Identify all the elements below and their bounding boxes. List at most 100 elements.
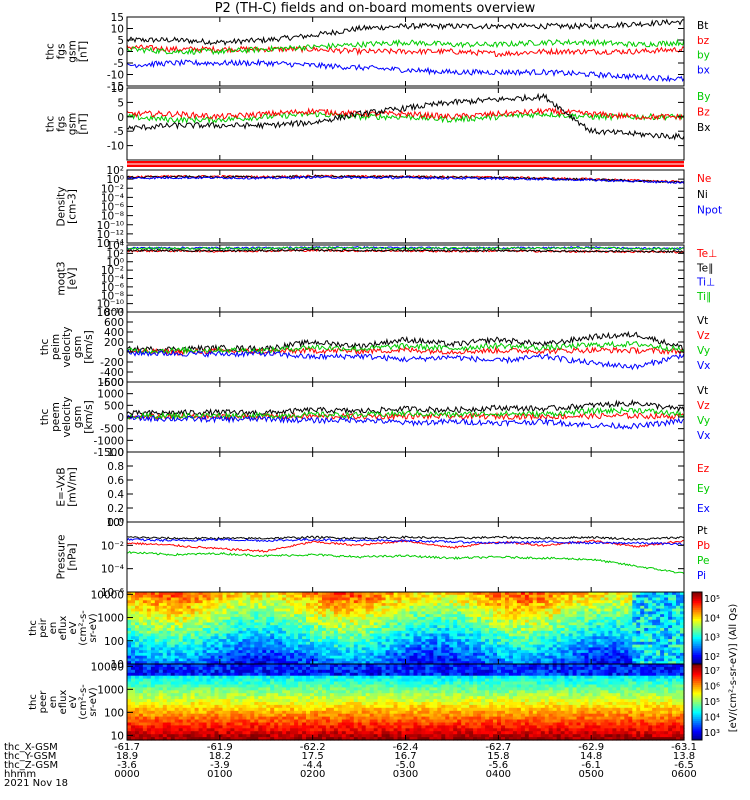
spectrogram-cell: [453, 616, 458, 621]
spectrogram-cell: [127, 702, 132, 706]
spectrogram-cell: [194, 650, 200, 654]
spectrogram-cell: [425, 600, 430, 604]
y-tick-label: 10⁻¹⁴: [97, 238, 124, 250]
spectrogram-cell: [174, 639, 180, 643]
spectrogram-cell: [127, 669, 132, 674]
spectrogram-cell: [202, 678, 208, 683]
spectrogram-cell: [405, 636, 411, 640]
spectrogram-cell: [433, 592, 438, 596]
spectrogram-cell: [174, 678, 180, 683]
spectrogram-cell: [230, 716, 235, 721]
spectrogram-cell: [254, 655, 259, 660]
spectrogram-cell: [158, 734, 164, 738]
spectrogram-cell: [417, 644, 422, 648]
spectrogram-cell: [150, 702, 156, 706]
colorbar-tick-label: 10³: [704, 633, 720, 644]
spectrogram-cell: [226, 702, 232, 706]
spectrogram-cell: [548, 650, 554, 654]
spectrogram-cell: [162, 633, 168, 637]
spectrogram-cell: [170, 734, 176, 738]
spectrogram-cell: [349, 592, 355, 596]
spectrogram-cell: [286, 630, 291, 635]
spectrogram-cell: [473, 616, 478, 621]
spectrogram-cell: [258, 597, 263, 601]
spectrogram-cell: [190, 693, 196, 697]
spectrogram-cell: [377, 616, 383, 621]
spectrogram-cell: [166, 707, 172, 712]
spectrogram-cell: [672, 652, 677, 657]
spectrogram-cell: [361, 600, 367, 604]
spectrogram-cell: [505, 639, 510, 643]
spectrogram-cell: [552, 600, 558, 604]
spectrogram-cell: [166, 655, 172, 660]
spectrogram-cell: [608, 608, 613, 612]
colorbar-cell: [692, 637, 702, 640]
spectrogram-cell: [632, 650, 637, 654]
spectrogram-cell: [672, 614, 677, 618]
spectrogram-cell: [676, 641, 681, 646]
spectrogram-cell: [146, 666, 152, 671]
spectrogram-cell: [294, 605, 299, 610]
spectrogram-cell: [465, 622, 470, 626]
spectrogram-cell: [254, 630, 259, 635]
spectrogram-cell: [337, 611, 343, 615]
spectrogram-cell: [154, 696, 160, 700]
spectrogram-cell: [572, 605, 578, 610]
spectrogram-cell: [644, 652, 649, 657]
colorbar-cell: [692, 646, 702, 649]
spectrogram-cell: [190, 608, 196, 612]
spectrogram-cell: [202, 722, 208, 726]
spectrogram-cell: [302, 614, 307, 618]
spectrogram-cell: [652, 636, 657, 640]
spectrogram-cell: [206, 675, 212, 680]
spectrogram-cell: [528, 644, 534, 648]
spectrogram-cell: [150, 725, 156, 729]
spectrogram-cell: [532, 661, 538, 665]
spectrogram-cell: [214, 699, 220, 703]
y-tick-label: -600: [100, 377, 124, 389]
spectrogram-cell: [465, 625, 470, 629]
spectrogram-cell: [437, 622, 442, 626]
spectrogram-cell: [465, 650, 470, 654]
spectrogram-cell: [584, 608, 590, 612]
spectrogram-cell: [278, 661, 283, 665]
spectrogram-cell: [226, 687, 232, 691]
spectrogram-cell: [194, 611, 200, 615]
spectrogram-cell: [186, 684, 192, 688]
spectrogram-cell: [138, 690, 144, 694]
spectrogram-cell: [174, 693, 180, 697]
spectrogram-cell: [258, 675, 263, 680]
spectrogram-cell: [397, 661, 403, 665]
spectrogram-cell: [672, 600, 677, 604]
spectrogram-cell: [266, 658, 271, 662]
spectrogram-cell: [441, 628, 446, 632]
spectrogram-cell: [453, 639, 458, 643]
spectrogram-cell: [325, 652, 331, 657]
spectrogram-cell: [477, 641, 482, 646]
spectrogram-cell: [282, 639, 287, 643]
legend-Ex: Ex: [697, 503, 710, 515]
spectrogram-cell: [676, 644, 681, 648]
spectrogram-cell: [242, 699, 247, 703]
spectrogram-cell: [345, 661, 351, 665]
spectrogram-cell: [401, 636, 407, 640]
spectrogram-cell: [242, 605, 247, 610]
spectrogram-cell: [373, 647, 379, 651]
spectrogram-cell: [497, 619, 502, 624]
spectrogram-cell: [286, 652, 291, 657]
spectrogram-cell: [540, 650, 546, 654]
spectrogram-cell: [608, 592, 613, 596]
spectrogram-cell: [329, 614, 335, 618]
spectrogram-cell: [449, 611, 454, 615]
spectrogram-cell: [536, 592, 542, 596]
spectrogram-cell: [206, 661, 212, 665]
spectrogram-cell: [306, 644, 311, 648]
spectrogram-cell: [393, 622, 399, 626]
spectrogram-cell: [226, 611, 232, 615]
spectrogram-cell: [357, 655, 363, 660]
spectrogram-cell: [437, 641, 442, 646]
spectrogram-cell: [262, 652, 267, 657]
spectrogram-cell: [668, 614, 673, 618]
spectrogram-cell: [302, 619, 307, 624]
spectrogram-cell: [194, 630, 200, 635]
